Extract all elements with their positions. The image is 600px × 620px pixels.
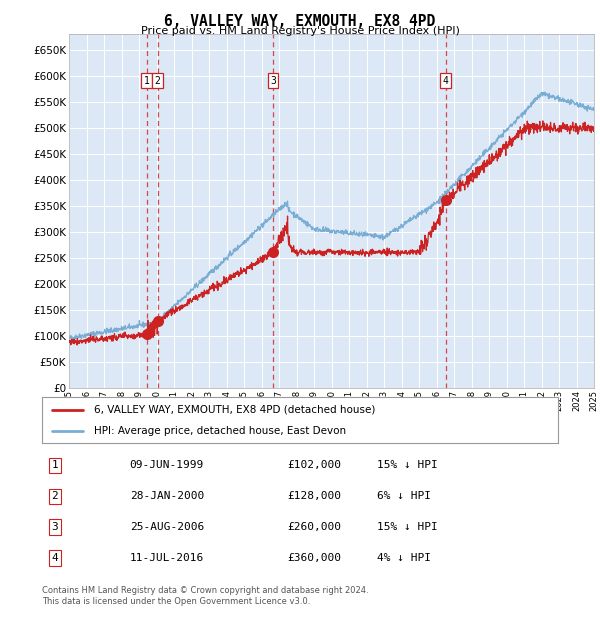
Text: £102,000: £102,000 — [287, 461, 341, 471]
Text: 6% ↓ HPI: 6% ↓ HPI — [377, 492, 431, 502]
Text: 1: 1 — [144, 76, 149, 86]
Text: 6, VALLEY WAY, EXMOUTH, EX8 4PD (detached house): 6, VALLEY WAY, EXMOUTH, EX8 4PD (detache… — [94, 405, 375, 415]
Text: 4% ↓ HPI: 4% ↓ HPI — [377, 553, 431, 563]
Text: 3: 3 — [270, 76, 276, 86]
Text: 4: 4 — [443, 76, 449, 86]
Text: HPI: Average price, detached house, East Devon: HPI: Average price, detached house, East… — [94, 426, 346, 436]
Text: 11-JUL-2016: 11-JUL-2016 — [130, 553, 204, 563]
Text: 28-JAN-2000: 28-JAN-2000 — [130, 492, 204, 502]
Text: 2: 2 — [155, 76, 161, 86]
Text: £360,000: £360,000 — [287, 553, 341, 563]
Text: 6, VALLEY WAY, EXMOUTH, EX8 4PD: 6, VALLEY WAY, EXMOUTH, EX8 4PD — [164, 14, 436, 29]
Text: Contains HM Land Registry data © Crown copyright and database right 2024.: Contains HM Land Registry data © Crown c… — [42, 586, 368, 595]
Text: £128,000: £128,000 — [287, 492, 341, 502]
Text: 4: 4 — [52, 553, 58, 563]
Text: 15% ↓ HPI: 15% ↓ HPI — [377, 522, 438, 532]
Text: 15% ↓ HPI: 15% ↓ HPI — [377, 461, 438, 471]
Text: 1: 1 — [52, 461, 58, 471]
Text: 25-AUG-2006: 25-AUG-2006 — [130, 522, 204, 532]
Text: This data is licensed under the Open Government Licence v3.0.: This data is licensed under the Open Gov… — [42, 597, 310, 606]
Text: Price paid vs. HM Land Registry's House Price Index (HPI): Price paid vs. HM Land Registry's House … — [140, 26, 460, 36]
Text: 09-JUN-1999: 09-JUN-1999 — [130, 461, 204, 471]
Text: 2: 2 — [52, 492, 58, 502]
Text: £260,000: £260,000 — [287, 522, 341, 532]
Text: 3: 3 — [52, 522, 58, 532]
